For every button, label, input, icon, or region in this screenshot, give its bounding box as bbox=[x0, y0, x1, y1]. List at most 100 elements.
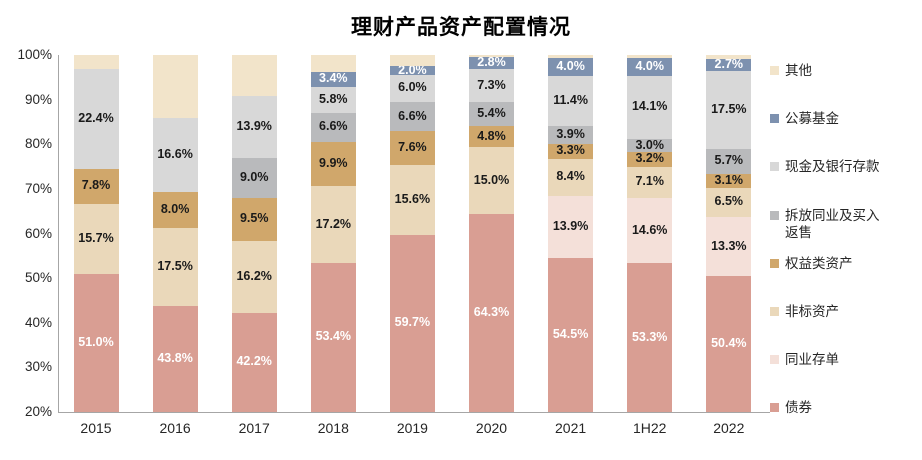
segment-label: 6.5% bbox=[714, 194, 744, 209]
legend-item-interbank-cds: 同业存单 bbox=[770, 351, 885, 368]
segment-label: 4.8% bbox=[477, 128, 506, 143]
segment-label: 7.8% bbox=[81, 178, 111, 193]
segment-label: 7.1% bbox=[635, 174, 664, 189]
bar-segment-interbank-cds bbox=[627, 198, 673, 264]
bar-segment-equity-assets bbox=[706, 174, 752, 188]
segment-label: 13.9% bbox=[236, 119, 272, 134]
segment-label: 5.8% bbox=[319, 91, 348, 106]
segment-label: 7.6% bbox=[398, 140, 427, 155]
x-axis-label: 2017 bbox=[238, 420, 270, 436]
segment-label: 4.0% bbox=[556, 58, 585, 73]
bar-segment-interbank-reverse-repo bbox=[627, 138, 673, 153]
segment-label: 5.4% bbox=[477, 105, 506, 120]
x-axis-label: 2019 bbox=[396, 420, 428, 436]
y-tick-label: 90% bbox=[24, 91, 52, 107]
legend-label-bonds: 债券 bbox=[785, 400, 812, 416]
y-tick-label: 80% bbox=[24, 136, 52, 152]
bar-segment-other bbox=[627, 55, 673, 59]
segment-label: 3.3% bbox=[556, 143, 585, 158]
bar-segment-non-standard-assets bbox=[389, 165, 435, 235]
y-tick-label: 50% bbox=[24, 270, 52, 286]
x-axis-label: 2020 bbox=[475, 420, 508, 436]
bar-segment-interbank-reverse-repo bbox=[469, 101, 514, 126]
legend-swatch-other bbox=[770, 66, 779, 75]
segment-label: 8.4% bbox=[556, 169, 585, 184]
legend-swatch-interbank-cds bbox=[770, 355, 779, 365]
segment-label: 5.7% bbox=[714, 153, 744, 168]
x-axis-label: 2016 bbox=[159, 420, 191, 436]
segment-label: 15.0% bbox=[473, 172, 510, 187]
bar-segment-non-standard-assets bbox=[231, 240, 277, 313]
legend-label-other: 其他 bbox=[785, 63, 812, 78]
segment-label: 2.7% bbox=[714, 56, 744, 71]
bar-segment-cash-bank-deposits bbox=[706, 70, 752, 149]
segment-label: 17.5% bbox=[157, 258, 193, 273]
segment-label: 11.4% bbox=[553, 92, 588, 107]
bar-segment-interbank-cds bbox=[706, 216, 752, 277]
bar-segment-other bbox=[73, 55, 119, 69]
legend-label-interbank-cds: 同业存单 bbox=[785, 352, 839, 368]
bar-segment-public-funds bbox=[389, 66, 435, 76]
bar-segment-bonds bbox=[231, 312, 277, 412]
segment-label: 15.7% bbox=[78, 230, 114, 245]
bar-segment-non-standard-assets bbox=[706, 187, 752, 217]
segment-label: 9.5% bbox=[239, 211, 269, 226]
bar-segment-public-funds bbox=[310, 71, 356, 87]
segment-label: 43.8% bbox=[157, 350, 193, 365]
bar-segment-other bbox=[548, 55, 594, 58]
segment-label: 7.3% bbox=[477, 77, 506, 92]
y-tick-label: 30% bbox=[24, 359, 52, 375]
bar-segment-bonds bbox=[706, 276, 752, 412]
segment-label: 2.8% bbox=[477, 55, 506, 70]
bar-segment-other bbox=[310, 55, 356, 72]
bar-segment-other bbox=[152, 55, 198, 118]
segment-label: 42.2% bbox=[236, 354, 272, 369]
legend-item-interbank-reverse-repo: 拆放同业及买入返售 bbox=[770, 207, 885, 241]
segment-label: 53.3% bbox=[631, 329, 668, 344]
bar-segment-interbank-reverse-repo bbox=[310, 112, 356, 142]
legend-item-cash-bank-deposits: 现金及银行存款 bbox=[770, 158, 885, 175]
bar-segment-cash-bank-deposits bbox=[310, 86, 356, 113]
segment-label: 16.6% bbox=[157, 146, 193, 161]
segment-label: 59.7% bbox=[394, 315, 431, 330]
legend: 其他 公募基金 现金及银行存款 拆放同业及买入返售 权益类资产 非标资产 同业存单 债券 bbox=[770, 0, 920, 460]
y-tick-label: 70% bbox=[24, 180, 52, 196]
x-axis-label: 2021 bbox=[555, 420, 587, 436]
bar-segment-equity-assets bbox=[152, 191, 198, 228]
bar-segment-interbank-reverse-repo bbox=[389, 101, 435, 132]
segment-label: 8.0% bbox=[160, 201, 190, 216]
bar-segment-cash-bank-deposits bbox=[389, 75, 435, 102]
bar-segment-cash-bank-deposits bbox=[231, 96, 277, 159]
bar-segment-bonds bbox=[73, 273, 119, 412]
bar-segment-equity-assets bbox=[627, 152, 673, 167]
legend-item-other: 其他 bbox=[770, 62, 885, 79]
bar-segment-other bbox=[706, 55, 752, 59]
x-axis-label: 2015 bbox=[80, 420, 112, 436]
bar-segment-cash-bank-deposits bbox=[469, 69, 514, 102]
bar-segment-public-funds bbox=[706, 58, 752, 71]
segment-label: 3.9% bbox=[556, 127, 585, 142]
bar-segment-other bbox=[469, 55, 514, 57]
bar-segment-bonds bbox=[389, 234, 435, 412]
segment-label: 3.2% bbox=[635, 151, 664, 166]
segment-label: 13.9% bbox=[552, 219, 589, 234]
segment-label: 3.4% bbox=[319, 71, 348, 86]
bar-segment-equity-assets bbox=[231, 198, 277, 241]
bar-segment-public-funds bbox=[548, 57, 594, 76]
bar-segment-other bbox=[389, 55, 435, 67]
bar-segment-other bbox=[231, 55, 277, 97]
legend-label-equity-assets: 权益类资产 bbox=[785, 255, 853, 271]
page-title: 理财产品资产配置情况 bbox=[351, 16, 571, 39]
segment-label: 22.4% bbox=[78, 110, 114, 125]
segment-label: 51.0% bbox=[78, 334, 114, 349]
bar-segment-non-standard-assets bbox=[73, 203, 119, 274]
bar-segment-equity-assets bbox=[73, 168, 119, 204]
legend-item-equity-assets: 权益类资产 bbox=[770, 255, 885, 272]
segment-label: 14.1% bbox=[631, 99, 668, 114]
y-axis-line bbox=[58, 55, 59, 413]
legend-swatch-interbank-reverse-repo bbox=[770, 210, 779, 220]
bar-segment-bonds bbox=[310, 262, 356, 412]
legend-label-cash-bank-deposits: 现金及银行存款 bbox=[785, 159, 880, 175]
segment-label: 6.6% bbox=[319, 119, 348, 134]
